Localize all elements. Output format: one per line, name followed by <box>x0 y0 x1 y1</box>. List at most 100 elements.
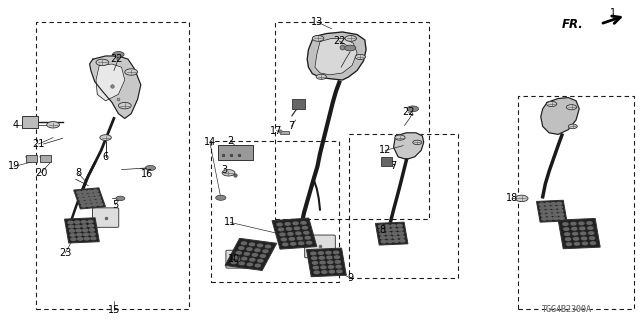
Bar <box>272 218 317 249</box>
Circle shape <box>81 220 86 223</box>
Text: 17: 17 <box>270 125 283 136</box>
Circle shape <box>571 222 576 225</box>
Circle shape <box>68 221 73 224</box>
Circle shape <box>380 236 385 239</box>
Circle shape <box>378 225 383 228</box>
Circle shape <box>283 243 288 246</box>
Circle shape <box>335 260 340 263</box>
Circle shape <box>77 195 83 197</box>
Circle shape <box>252 254 257 256</box>
Text: 6: 6 <box>102 152 109 162</box>
Circle shape <box>113 52 124 57</box>
Text: TGG4B2300A: TGG4B2300A <box>541 305 591 314</box>
Circle shape <box>355 54 365 60</box>
Circle shape <box>557 206 563 208</box>
Circle shape <box>330 270 335 273</box>
Circle shape <box>70 234 76 236</box>
Bar <box>211 141 339 282</box>
Circle shape <box>296 232 301 235</box>
Circle shape <box>557 202 562 205</box>
Circle shape <box>257 244 262 247</box>
Circle shape <box>241 242 246 244</box>
Circle shape <box>77 238 83 240</box>
Polygon shape <box>90 56 141 118</box>
Bar <box>518 96 634 309</box>
Circle shape <box>90 197 95 199</box>
Circle shape <box>580 232 586 235</box>
Circle shape <box>318 252 323 254</box>
Circle shape <box>76 229 81 232</box>
Circle shape <box>413 140 422 145</box>
Circle shape <box>333 251 339 254</box>
Circle shape <box>381 240 387 243</box>
Circle shape <box>395 135 405 140</box>
Circle shape <box>297 237 302 240</box>
Circle shape <box>242 257 247 260</box>
Circle shape <box>69 229 74 232</box>
Bar <box>218 145 253 160</box>
Circle shape <box>88 220 93 223</box>
Circle shape <box>573 237 579 240</box>
Circle shape <box>277 223 282 226</box>
Circle shape <box>236 252 241 254</box>
Circle shape <box>244 252 250 255</box>
Circle shape <box>288 233 293 235</box>
Bar <box>558 219 600 249</box>
Polygon shape <box>315 38 357 75</box>
Circle shape <box>393 236 398 238</box>
Bar <box>26 155 37 162</box>
Circle shape <box>563 223 568 225</box>
Circle shape <box>312 262 317 264</box>
Text: 2: 2 <box>227 136 234 146</box>
Text: 21: 21 <box>32 139 45 149</box>
Bar <box>40 155 51 162</box>
Circle shape <box>84 237 89 240</box>
Circle shape <box>305 236 310 239</box>
Text: 14: 14 <box>204 137 216 148</box>
Circle shape <box>88 190 93 193</box>
Circle shape <box>116 196 125 201</box>
Circle shape <box>82 225 87 227</box>
Text: 22: 22 <box>333 36 346 46</box>
Circle shape <box>588 227 593 229</box>
Circle shape <box>580 227 585 230</box>
Circle shape <box>385 229 390 231</box>
Circle shape <box>551 203 556 205</box>
Text: 8: 8 <box>75 168 81 178</box>
Circle shape <box>93 190 98 192</box>
Circle shape <box>289 237 294 240</box>
Circle shape <box>125 69 138 75</box>
Circle shape <box>294 227 300 230</box>
Circle shape <box>539 203 544 206</box>
Text: 7: 7 <box>288 121 294 132</box>
Circle shape <box>97 203 102 205</box>
Bar <box>292 99 305 109</box>
Circle shape <box>83 229 88 232</box>
Circle shape <box>589 232 594 234</box>
Circle shape <box>239 262 244 265</box>
Circle shape <box>216 195 226 200</box>
Text: 22: 22 <box>402 107 415 117</box>
Circle shape <box>68 225 74 228</box>
Circle shape <box>337 270 342 273</box>
Bar <box>22 116 38 128</box>
Circle shape <box>260 255 266 257</box>
FancyBboxPatch shape <box>226 250 250 268</box>
Circle shape <box>94 193 99 196</box>
Bar <box>275 22 429 219</box>
Circle shape <box>299 242 304 244</box>
Circle shape <box>83 233 88 236</box>
Bar <box>74 188 106 209</box>
Circle shape <box>88 194 93 196</box>
Circle shape <box>321 266 326 268</box>
Circle shape <box>394 240 399 242</box>
Circle shape <box>541 214 546 217</box>
Bar <box>225 238 276 270</box>
Circle shape <box>587 222 592 224</box>
Bar <box>280 131 289 134</box>
Circle shape <box>90 233 95 236</box>
Bar <box>349 134 458 278</box>
Bar <box>65 218 99 243</box>
Circle shape <box>579 222 584 225</box>
Circle shape <box>552 210 557 212</box>
